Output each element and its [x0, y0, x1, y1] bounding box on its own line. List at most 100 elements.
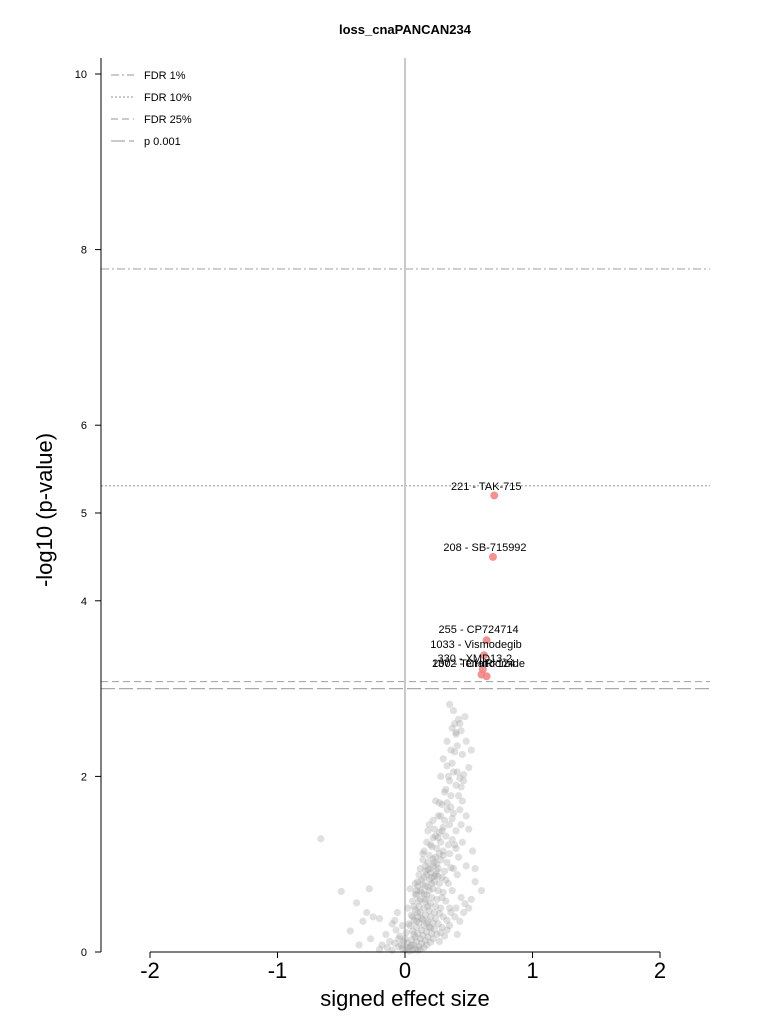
data-point [452, 827, 460, 835]
data-point [415, 943, 423, 951]
data-point [435, 879, 444, 888]
data-point [451, 720, 459, 728]
data-point [435, 937, 444, 946]
data-point [457, 727, 465, 735]
data-point [416, 886, 424, 895]
data-point [425, 886, 433, 895]
data-point [346, 927, 354, 935]
data-point [424, 883, 432, 891]
data-point [355, 941, 363, 949]
y-tick-label: 5 [81, 508, 87, 520]
data-point [446, 922, 454, 930]
data-point [420, 890, 428, 898]
highlighted-point [488, 552, 497, 561]
data-point [443, 858, 451, 867]
x-tick-label: 2 [654, 958, 666, 983]
data-point [437, 838, 445, 846]
data-point [416, 935, 424, 943]
data-point [426, 913, 435, 921]
data-point [419, 850, 427, 858]
point-annotation: 200 - Tenalidomide [432, 658, 525, 670]
data-point [465, 764, 473, 772]
data-point [465, 904, 473, 912]
x-tick-label: -1 [268, 958, 288, 983]
data-point [452, 730, 460, 738]
data-point [388, 920, 396, 928]
data-point [419, 880, 427, 888]
data-point [433, 867, 441, 875]
data-point [433, 930, 441, 939]
data-point [425, 876, 433, 884]
data-point [438, 873, 446, 881]
data-point [452, 728, 460, 737]
data-point [452, 844, 460, 852]
data-point [430, 908, 438, 917]
data-point [449, 864, 458, 873]
data-point [435, 850, 444, 858]
data-point [417, 915, 426, 923]
data-point [467, 895, 475, 903]
data-point [456, 917, 464, 925]
data-point [439, 888, 447, 896]
data-point [378, 941, 386, 949]
data-point [432, 902, 440, 910]
data-point [457, 893, 465, 902]
data-point [467, 746, 475, 754]
data-point [438, 923, 446, 932]
data-point [417, 888, 426, 896]
data-point [428, 843, 436, 851]
data-point [411, 890, 419, 898]
data-point [451, 841, 459, 849]
data-point [439, 823, 447, 831]
data-point [451, 913, 459, 921]
data-point [407, 936, 415, 944]
data-point [443, 737, 451, 745]
data-point [430, 872, 438, 881]
data-point [444, 879, 452, 888]
data-point [461, 713, 469, 721]
data-point [375, 945, 384, 953]
data-point [421, 895, 429, 903]
legend-label: FDR 10% [144, 92, 192, 104]
data-point [449, 706, 458, 715]
data-point [471, 864, 479, 873]
data-point [424, 827, 432, 835]
data-point [448, 886, 456, 895]
data-point [412, 923, 421, 932]
data-point [433, 895, 441, 903]
data-point [416, 895, 424, 903]
data-point [420, 904, 428, 912]
data-point [415, 871, 423, 879]
data-point [438, 827, 446, 835]
legend-label: FDR 25% [144, 114, 192, 126]
data-point [452, 904, 460, 912]
data-point [407, 911, 415, 919]
data-point [411, 944, 419, 953]
data-point [420, 944, 428, 952]
data-point [317, 835, 325, 843]
data-point [417, 876, 426, 884]
data-point [447, 746, 455, 754]
y-tick-label: 0 [81, 947, 87, 959]
x-tick-label: 1 [526, 958, 538, 983]
data-point [403, 939, 412, 947]
data-point [423, 838, 431, 846]
data-point [403, 904, 412, 912]
data-point [444, 772, 452, 781]
data-point [392, 926, 400, 934]
data-point [437, 904, 445, 912]
legend-label: p 0.001 [144, 136, 181, 148]
highlighted-point [480, 651, 489, 660]
data-point [426, 900, 435, 908]
x-ticks: -2 -1 0 1 2 [140, 952, 666, 983]
point-annotation: 208 - SB-715992 [443, 542, 526, 554]
data-point [451, 748, 459, 756]
data-point [429, 862, 437, 870]
chart-title: loss_cnaPANCAN234 [339, 22, 472, 37]
data-point [454, 853, 463, 861]
data-point [391, 916, 399, 924]
data-point [460, 908, 468, 917]
data-point [423, 928, 431, 936]
highlighted-points: 221 - TAK-715 208 - SB-715992 255 - CP7247… [430, 481, 527, 681]
data-point [443, 762, 451, 770]
